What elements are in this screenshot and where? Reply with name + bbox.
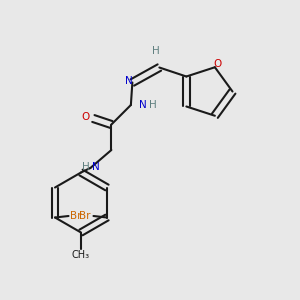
Text: N: N	[125, 76, 133, 86]
Text: H: H	[82, 161, 90, 172]
Text: O: O	[82, 112, 90, 122]
Text: Br: Br	[79, 211, 90, 221]
Text: Br: Br	[70, 211, 82, 221]
Text: N: N	[92, 161, 100, 172]
Text: H: H	[152, 46, 160, 56]
Text: O: O	[214, 59, 222, 69]
Text: H: H	[149, 100, 157, 110]
Text: CH₃: CH₃	[72, 250, 90, 260]
Text: N: N	[139, 100, 147, 110]
